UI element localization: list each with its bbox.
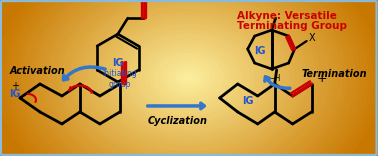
Text: +: + (11, 81, 19, 91)
Ellipse shape (140, 43, 237, 113)
Ellipse shape (184, 75, 193, 81)
Ellipse shape (153, 52, 224, 104)
Ellipse shape (114, 24, 263, 132)
Text: X: X (308, 33, 315, 43)
Ellipse shape (79, 0, 299, 156)
Ellipse shape (83, 1, 294, 155)
Ellipse shape (123, 30, 255, 126)
Text: Cyclization: Cyclization (148, 116, 208, 126)
Ellipse shape (9, 0, 369, 156)
Text: IG: IG (9, 89, 21, 99)
Ellipse shape (149, 49, 228, 107)
Text: +: + (316, 73, 327, 85)
Ellipse shape (31, 0, 347, 156)
Ellipse shape (163, 59, 215, 97)
Text: Activation: Activation (10, 66, 66, 76)
Ellipse shape (66, 0, 312, 156)
Ellipse shape (70, 0, 307, 156)
Text: —H: —H (268, 75, 281, 83)
Ellipse shape (35, 0, 342, 156)
Ellipse shape (167, 62, 211, 94)
Ellipse shape (17, 0, 360, 156)
Ellipse shape (171, 65, 206, 91)
Ellipse shape (92, 8, 285, 148)
Ellipse shape (13, 0, 364, 156)
Ellipse shape (88, 5, 290, 151)
Ellipse shape (132, 37, 246, 119)
Text: Alkyne: Versatile: Alkyne: Versatile (237, 11, 336, 21)
Text: Initiating
group: Initiating group (102, 69, 137, 89)
Ellipse shape (127, 33, 250, 123)
Ellipse shape (61, 0, 316, 156)
Text: Terminating Group: Terminating Group (237, 21, 347, 31)
Ellipse shape (105, 17, 272, 139)
Ellipse shape (53, 0, 325, 156)
Ellipse shape (175, 68, 202, 88)
Ellipse shape (158, 56, 220, 100)
Ellipse shape (180, 72, 198, 84)
Ellipse shape (96, 11, 281, 145)
Ellipse shape (110, 20, 268, 136)
Text: IG: IG (254, 46, 266, 56)
Text: IG: IG (112, 58, 124, 68)
Ellipse shape (4, 0, 373, 156)
Text: IG: IG (242, 96, 253, 106)
Ellipse shape (26, 0, 351, 156)
Ellipse shape (136, 40, 242, 116)
Ellipse shape (118, 27, 259, 129)
Ellipse shape (74, 0, 303, 156)
Ellipse shape (44, 0, 334, 156)
Text: Termination: Termination (302, 69, 367, 79)
Ellipse shape (48, 0, 329, 156)
Ellipse shape (145, 46, 233, 110)
Ellipse shape (57, 0, 321, 156)
Ellipse shape (101, 14, 277, 142)
Ellipse shape (39, 0, 338, 156)
Ellipse shape (22, 0, 356, 156)
